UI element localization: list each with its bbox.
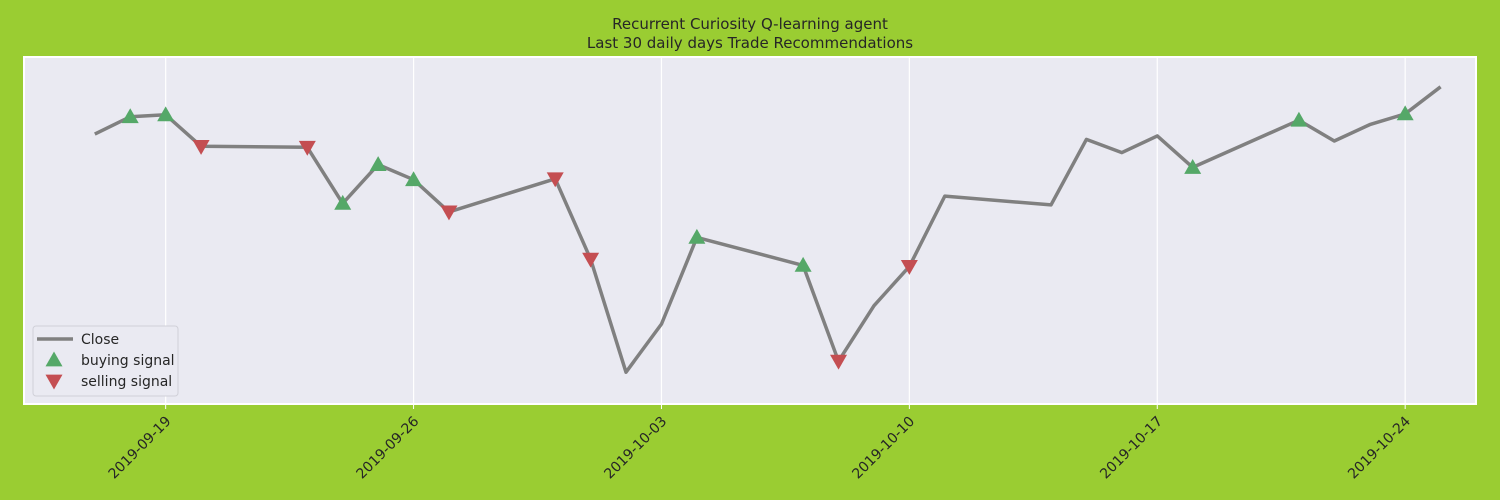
x-tick-label: 2019-09-19 [106,414,175,483]
plot-frame [23,56,1477,405]
selling-signal-marker [546,172,564,188]
plot-area [24,57,1476,404]
legend-box [32,325,179,397]
x-tick-label: 2019-10-17 [1097,414,1166,483]
buying-signal-marker [1396,105,1414,121]
buying-signal-marker [688,228,706,244]
selling-signal-marker [582,252,600,268]
x-tick-label: 2019-10-03 [601,414,670,483]
legend-swatch-selling [45,374,63,390]
chart-title: Recurrent Curiosity Q-learning agent [612,15,888,33]
buying-signal-marker [157,106,175,122]
selling-signal-marker [900,259,918,275]
x-tick-label: 2019-10-10 [849,414,918,483]
selling-signal-marker [830,354,848,370]
legend-label: buying signal [81,353,175,369]
buying-signal-marker [794,256,812,272]
legend-label: selling signal [81,374,172,390]
selling-signal-marker [192,139,210,155]
buying-signal-marker [369,156,387,171]
buying-signal-marker [405,171,423,187]
buying-signal-marker [334,194,352,210]
chart-subtitle: Last 30 daily days Trade Recommendations [587,34,913,52]
selling-signal-marker [440,205,458,221]
x-tick-label: 2019-10-24 [1345,413,1414,482]
buying-signal-marker [121,108,139,124]
x-tick-label: 2019-09-26 [354,413,423,482]
buying-signal-marker [1184,158,1202,174]
legend: Close buying signal selling signal [32,325,179,397]
x-tick-labels: 2019-09-19 2019-09-26 2019-10-03 2019-10-10… [106,404,1414,482]
chart-marks [94,85,1442,374]
legend-label: Close [81,332,119,348]
buying-signal-marker [1290,111,1308,127]
selling-signal-marker [298,140,316,156]
legend-swatch-buying [45,351,63,367]
